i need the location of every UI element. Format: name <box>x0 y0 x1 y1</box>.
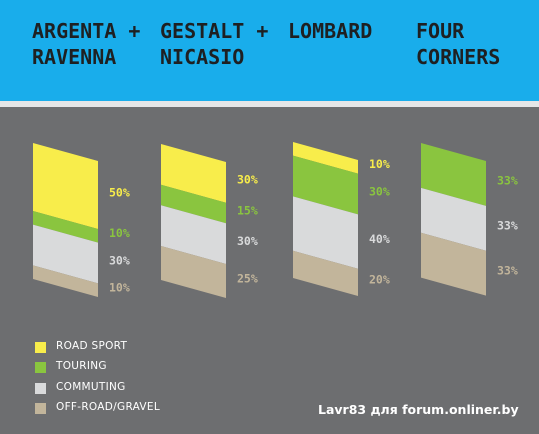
bar-segment-off-road-gravel <box>161 246 226 298</box>
column-four-corners: 33% 33% 33% <box>421 143 518 296</box>
title-gestalt-nicasio: GESTALT + NICASIO <box>160 19 269 69</box>
data-label-road-sport: 10% <box>369 157 390 171</box>
data-label-off-road-gravel: 20% <box>369 273 390 287</box>
bar-segment-off-road-gravel <box>421 232 486 296</box>
legend-swatch-commuting <box>35 383 46 394</box>
title-four-corners: FOUR CORNERS <box>416 19 501 69</box>
data-label-commuting: 30% <box>109 253 130 267</box>
legend-label: COMMUTING <box>56 381 126 393</box>
bar-segment-commuting <box>161 205 226 264</box>
data-label-off-road-gravel: 25% <box>237 271 258 285</box>
data-label-road-sport: 50% <box>109 185 130 199</box>
bar-segment-touring <box>33 211 98 243</box>
legend-swatch-road-sport <box>35 342 46 353</box>
data-label-touring: 15% <box>237 203 258 217</box>
data-label-commuting: 30% <box>237 234 258 248</box>
data-label-touring: 30% <box>369 184 390 198</box>
data-label-touring: 10% <box>109 226 130 240</box>
data-label-commuting: 40% <box>369 232 390 246</box>
bar-segment-off-road-gravel <box>33 265 98 297</box>
bar-segment-off-road-gravel <box>293 250 358 296</box>
legend-label: TOURING <box>56 360 107 372</box>
bar-segment-road-sport <box>33 143 98 229</box>
bar-segment-road-sport <box>161 144 226 203</box>
header-band <box>0 0 539 107</box>
title-argenta-ravenna: ARGENTA + RAVENNA <box>32 19 141 69</box>
bar-segment-commuting <box>421 187 486 251</box>
bar-segment-commuting <box>293 196 358 269</box>
bar-segment-touring <box>161 184 226 224</box>
column-lombard: 10% 30% 40% 20% <box>293 142 390 296</box>
legend-label: OFF-ROAD/GRAVEL <box>56 401 160 413</box>
data-label-road-sport: 30% <box>237 173 258 187</box>
legend-label: ROAD SPORT <box>56 340 128 352</box>
bar-segment-road-sport <box>293 142 358 174</box>
data-label-off-road-gravel: 33% <box>497 264 518 278</box>
bar-segment-touring <box>293 155 358 215</box>
title-lombard: LOMBARD <box>288 19 373 43</box>
data-label-commuting: 33% <box>497 219 518 233</box>
column-argenta-ravenna: 50% 10% 30% 10% <box>33 143 130 297</box>
legend-swatch-touring <box>35 362 46 373</box>
legend-swatch-off-road-gravel <box>35 403 46 414</box>
column-gestalt-nicasio: 30% 15% 30% 25% <box>161 144 258 298</box>
header-divider <box>0 101 539 107</box>
data-label-touring: 33% <box>497 174 518 188</box>
bar-segment-touring <box>421 143 486 206</box>
watermark-text: Lavr83 для forum.onliner.by <box>318 402 519 417</box>
data-label-off-road-gravel: 10% <box>109 281 130 295</box>
bar-segment-commuting <box>33 224 98 284</box>
